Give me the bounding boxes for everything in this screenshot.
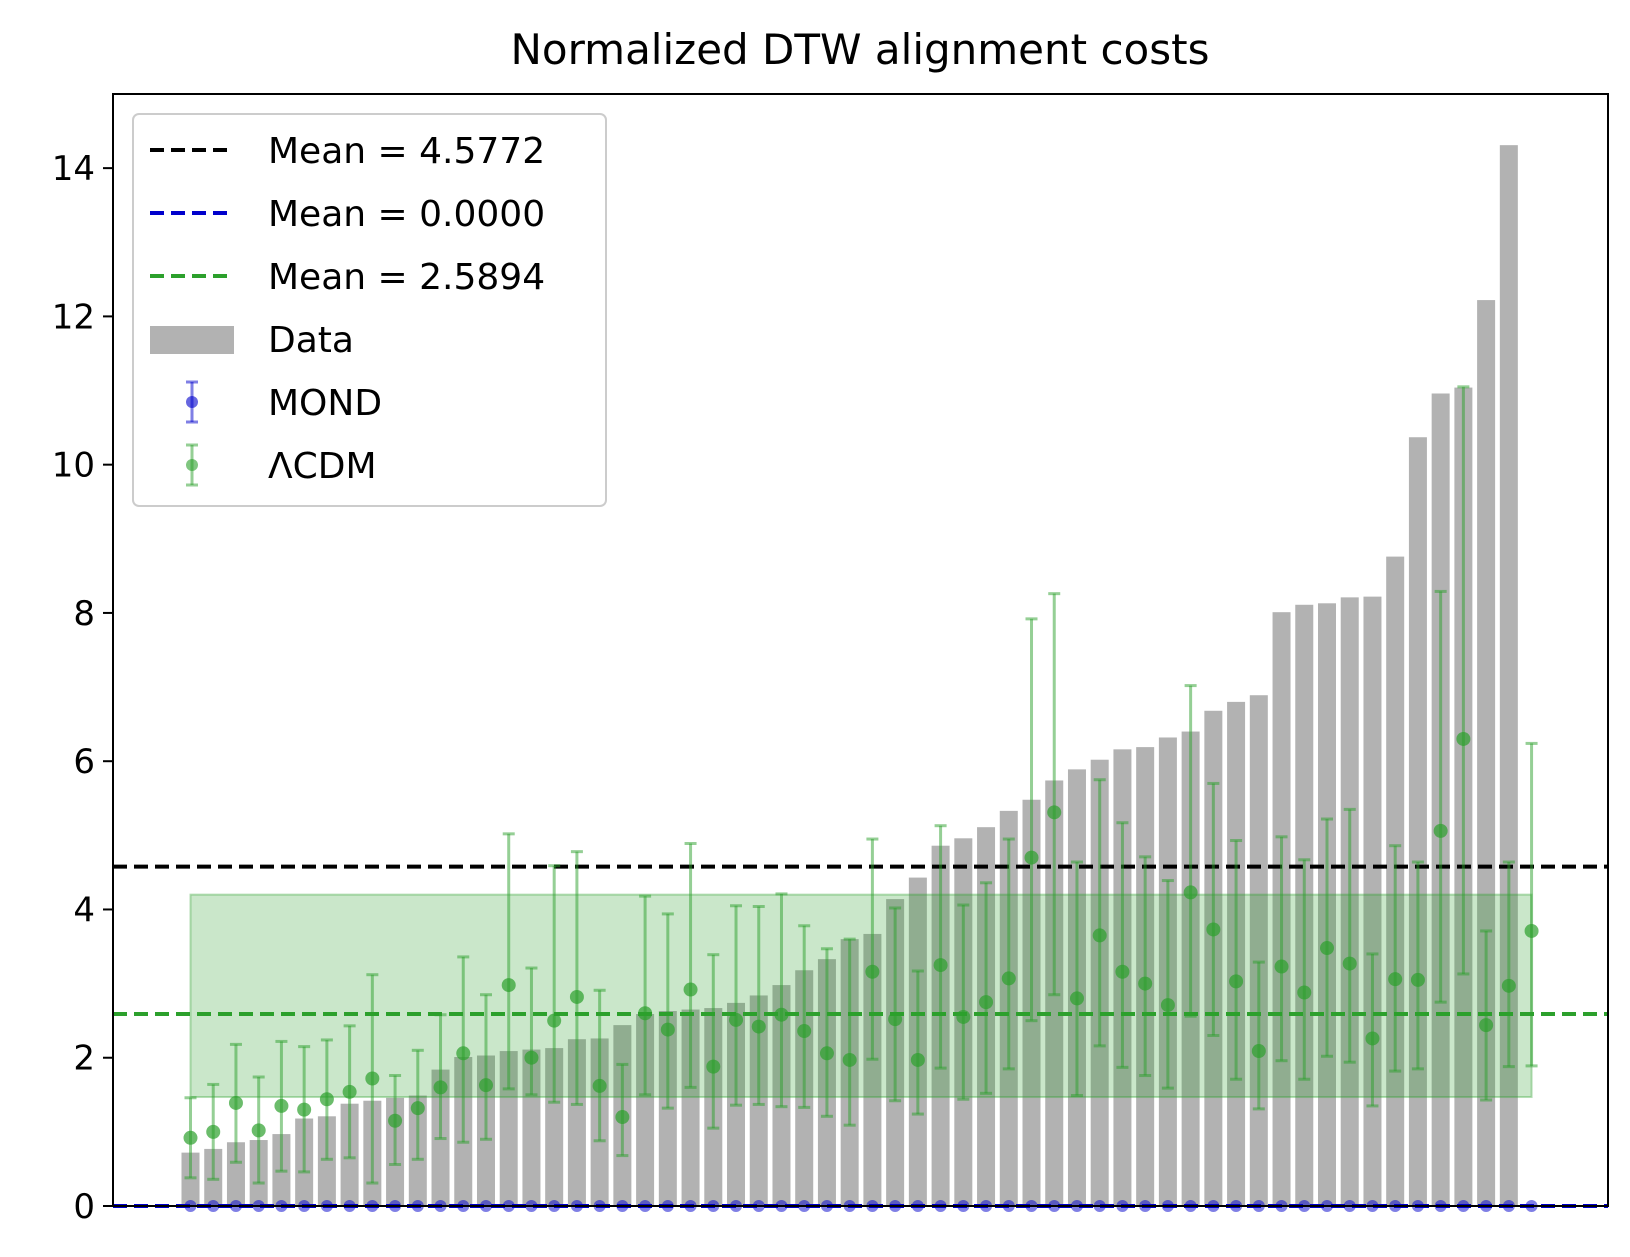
lcdm-point bbox=[910, 1052, 925, 1067]
lcdm-point bbox=[888, 1012, 903, 1027]
lcdm-point bbox=[1479, 1018, 1494, 1033]
lcdm-point bbox=[956, 1009, 971, 1024]
lcdm-point bbox=[1501, 978, 1516, 993]
data-bar bbox=[522, 1049, 541, 1206]
lcdm-point bbox=[1388, 972, 1403, 987]
lcdm-point bbox=[228, 1095, 243, 1110]
legend: Mean = 4.5772 Mean = 0.0000 Mean = 2.5894 D… bbox=[132, 113, 607, 507]
lcdm-point bbox=[1160, 998, 1175, 1013]
y-tick-label: 2 bbox=[73, 1039, 95, 1079]
data-bar bbox=[567, 1039, 586, 1206]
lcdm-point bbox=[774, 1007, 789, 1022]
lcdm-point bbox=[274, 1098, 289, 1113]
y-tick-label: 4 bbox=[73, 890, 95, 930]
lcdm-point bbox=[638, 1006, 653, 1021]
lcdm-point bbox=[1297, 985, 1312, 1000]
data-bar bbox=[863, 933, 882, 1206]
legend-label: ΛCDM bbox=[268, 446, 377, 487]
lcdm-point bbox=[819, 1046, 834, 1061]
lcdm-point bbox=[1251, 1044, 1266, 1059]
lcdm-point bbox=[1069, 991, 1084, 1006]
lcdm-point bbox=[1138, 976, 1153, 991]
data-bar bbox=[681, 1009, 700, 1206]
lcdm-point bbox=[797, 1024, 812, 1039]
lcdm-point bbox=[1092, 928, 1107, 943]
lcdm-point bbox=[433, 1080, 448, 1095]
legend-label: Mean = 0.0000 bbox=[268, 194, 545, 235]
lcdm-point bbox=[865, 964, 880, 979]
lcdm-point bbox=[933, 958, 948, 973]
lcdm-point bbox=[183, 1130, 198, 1145]
lcdm-point bbox=[1365, 1031, 1380, 1046]
y-tick-label: 14 bbox=[52, 149, 95, 189]
lcdm-point bbox=[206, 1124, 221, 1139]
data-bar bbox=[226, 1142, 245, 1206]
lcdm-point bbox=[1024, 850, 1039, 865]
legend-label: MOND bbox=[268, 383, 382, 424]
lcdm-point bbox=[524, 1050, 539, 1065]
lcdm-point bbox=[1206, 922, 1221, 937]
data-bar bbox=[636, 1013, 655, 1206]
data-bar bbox=[1249, 695, 1268, 1206]
lcdm-point bbox=[615, 1110, 630, 1125]
legend-label: Data bbox=[268, 320, 354, 361]
lcdm-point bbox=[1274, 959, 1289, 974]
legend-label: Mean = 2.5894 bbox=[268, 257, 545, 298]
lcdm-point bbox=[1183, 885, 1198, 900]
chart-title: Normalized DTW alignment costs bbox=[511, 25, 1210, 74]
lcdm-point bbox=[410, 1101, 425, 1116]
lcdm-point bbox=[1456, 731, 1471, 746]
lcdm-point bbox=[365, 1071, 380, 1086]
legend-box bbox=[132, 113, 607, 507]
lcdm-point bbox=[979, 995, 994, 1010]
lcdm-point bbox=[751, 1019, 766, 1034]
data-bar bbox=[1477, 300, 1496, 1206]
lcdm-point bbox=[1320, 941, 1334, 956]
lcdm-point bbox=[1001, 971, 1016, 986]
plot-frame bbox=[112, 93, 1609, 1207]
lcdm-point bbox=[683, 982, 698, 997]
lcdm-point bbox=[456, 1046, 471, 1061]
data-bar bbox=[1363, 596, 1382, 1206]
lcdm-point bbox=[342, 1084, 357, 1099]
y-tick-label: 10 bbox=[52, 446, 95, 486]
lcdm-point bbox=[592, 1078, 607, 1093]
lcdm-point bbox=[478, 1078, 493, 1093]
lcdm-point bbox=[706, 1059, 721, 1074]
lcdm-point bbox=[501, 978, 516, 993]
lcdm-band bbox=[189, 893, 1533, 1099]
legend-patch-swatch bbox=[150, 326, 234, 354]
legend-point-swatch bbox=[186, 396, 198, 408]
y-tick-label: 12 bbox=[52, 297, 95, 337]
legend-point-swatch bbox=[186, 459, 198, 471]
plot-area bbox=[113, 145, 1608, 1212]
lcdm-point bbox=[729, 1012, 744, 1027]
y-tick-label: 0 bbox=[73, 1187, 95, 1227]
lcdm-point bbox=[1410, 972, 1425, 987]
lcdm-point bbox=[569, 989, 584, 1004]
lcdm-point bbox=[1524, 923, 1539, 938]
lcdm-point bbox=[547, 1013, 562, 1028]
lcdm-point bbox=[1229, 974, 1244, 989]
y-axis: 0 2 4 6 8 10 12 14 bbox=[52, 149, 113, 1227]
data-bar bbox=[1499, 145, 1518, 1207]
y-tick-label: 8 bbox=[73, 594, 95, 634]
lcdm-point bbox=[1047, 805, 1062, 820]
lcdm-point bbox=[660, 1022, 675, 1037]
lcdm-point bbox=[1115, 964, 1130, 979]
legend-label: Mean = 4.5772 bbox=[268, 131, 545, 172]
data-bar bbox=[545, 1048, 564, 1206]
lcdm-point bbox=[1342, 956, 1357, 971]
data-bar bbox=[317, 1116, 336, 1206]
lcdm-point bbox=[1433, 823, 1448, 838]
y-tick-label: 6 bbox=[73, 742, 95, 782]
lcdm-point bbox=[388, 1113, 403, 1128]
lcdm-point bbox=[319, 1092, 334, 1107]
lcdm-point bbox=[251, 1123, 266, 1138]
lcdm-point bbox=[842, 1052, 857, 1067]
lcdm-point bbox=[297, 1102, 312, 1117]
